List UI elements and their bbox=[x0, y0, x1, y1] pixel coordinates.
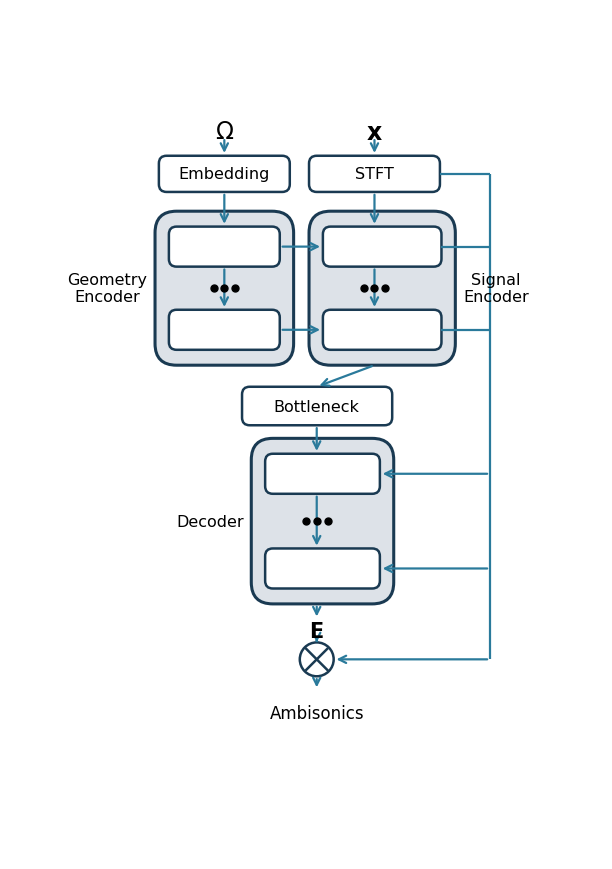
Text: $\Omega$: $\Omega$ bbox=[215, 121, 234, 144]
Text: STFT: STFT bbox=[355, 167, 394, 182]
Text: Bottleneck: Bottleneck bbox=[274, 399, 360, 414]
Text: $\mathbf{x}$: $\mathbf{x}$ bbox=[366, 121, 383, 145]
Text: Embedding: Embedding bbox=[179, 167, 270, 182]
Text: $\mathbf{E}$: $\mathbf{E}$ bbox=[310, 621, 324, 641]
FancyBboxPatch shape bbox=[265, 549, 380, 589]
Text: Geometry
Encoder: Geometry Encoder bbox=[67, 273, 147, 305]
FancyBboxPatch shape bbox=[252, 439, 394, 604]
FancyBboxPatch shape bbox=[242, 388, 392, 426]
FancyBboxPatch shape bbox=[309, 212, 455, 366]
Circle shape bbox=[300, 643, 334, 676]
FancyBboxPatch shape bbox=[265, 454, 380, 494]
FancyBboxPatch shape bbox=[155, 212, 294, 366]
FancyBboxPatch shape bbox=[309, 156, 440, 193]
FancyBboxPatch shape bbox=[323, 228, 441, 268]
FancyBboxPatch shape bbox=[169, 310, 280, 350]
FancyBboxPatch shape bbox=[323, 310, 441, 350]
Text: Ambisonics: Ambisonics bbox=[269, 704, 364, 722]
Text: Signal
Encoder: Signal Encoder bbox=[463, 273, 529, 305]
Text: Decoder: Decoder bbox=[176, 514, 244, 529]
FancyBboxPatch shape bbox=[159, 156, 289, 193]
FancyBboxPatch shape bbox=[169, 228, 280, 268]
